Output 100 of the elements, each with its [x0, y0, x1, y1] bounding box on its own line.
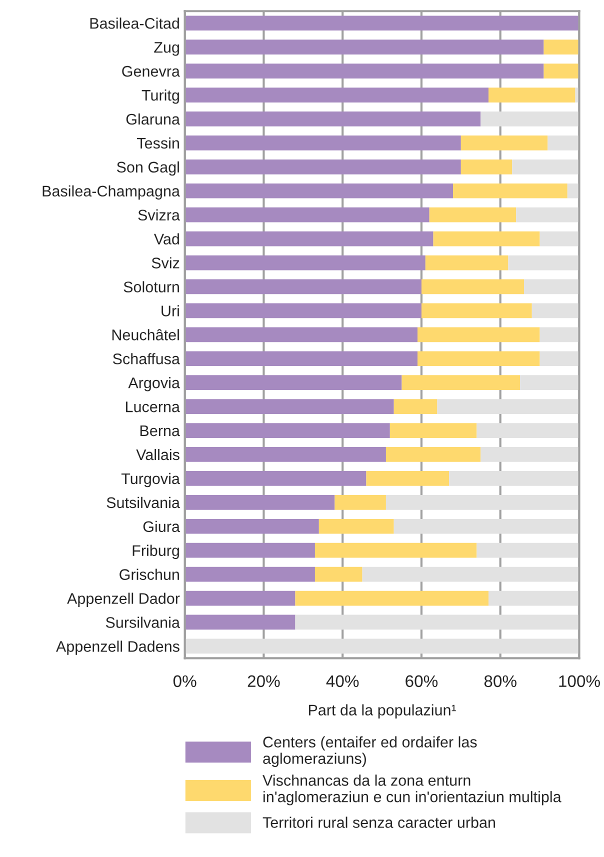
bar — [184, 136, 461, 150]
y-tick-label: Tessin — [137, 137, 179, 149]
bar — [548, 136, 580, 150]
y-tick-label: Uri — [162, 305, 179, 316]
x-tick-label: 80% — [484, 675, 516, 688]
bar — [184, 112, 481, 126]
bar — [425, 255, 508, 270]
legend-label: Centers (entaifer ed ordaifer las aglomeraziuns) — [263, 736, 477, 767]
bar — [184, 279, 422, 294]
legend-label: Territori rural senza caracter urban — [262, 816, 495, 828]
y-tick-label: Friburg — [132, 544, 179, 560]
y-tick-label: Schaffusa — [112, 353, 180, 364]
x-tick-label: 100% — [559, 675, 600, 688]
bar — [460, 159, 512, 174]
bar — [512, 159, 580, 174]
bar — [418, 351, 540, 366]
bar — [480, 447, 580, 462]
legend-label: Vischnancas da la zona enturn in'aglomeraziun e cun in'orientaziun multipla — [262, 774, 562, 806]
y-tick-label: Grischun — [120, 568, 179, 580]
bar — [390, 423, 477, 438]
y-tick-label: Soloturn — [124, 281, 179, 292]
bar — [362, 566, 580, 582]
bar — [488, 590, 580, 606]
bar — [184, 327, 418, 342]
x-tick-label: 20% — [248, 675, 280, 688]
bar — [295, 590, 489, 606]
y-tick-label: Genevra — [122, 66, 180, 77]
bar — [476, 423, 580, 438]
y-tick-label: Berna — [140, 426, 180, 436]
bar — [184, 447, 386, 462]
bar — [418, 327, 540, 342]
bar — [184, 231, 434, 246]
bar — [184, 16, 580, 31]
y-tick-label: Sursilvania — [106, 616, 180, 628]
bar — [532, 303, 580, 318]
bar — [184, 614, 296, 630]
y-tick-label: Vad — [154, 233, 179, 244]
bar — [184, 638, 580, 654]
bar — [544, 64, 580, 78]
bar — [480, 112, 580, 126]
bar — [476, 542, 580, 558]
y-tick-label: Lucerna — [126, 402, 180, 412]
y-tick-label: Basilea-Citad — [90, 18, 179, 29]
bar — [421, 279, 524, 294]
bar — [184, 88, 489, 102]
bar — [184, 64, 544, 78]
bar — [184, 494, 335, 510]
bar — [184, 590, 296, 606]
x-tick-label: 60% — [406, 675, 438, 688]
bar — [421, 303, 532, 318]
bar — [184, 423, 390, 438]
y-tick-label: Appenzell Dadens — [56, 640, 180, 655]
y-tick-label: Turgovia — [121, 472, 180, 488]
bar — [544, 40, 580, 55]
bar — [318, 518, 394, 534]
bar — [540, 351, 580, 366]
bar — [184, 40, 544, 55]
y-tick-label: Giura — [143, 520, 180, 532]
bar — [402, 375, 520, 390]
bar — [394, 399, 438, 414]
y-tick-label: Svizra — [138, 209, 180, 221]
bar — [386, 447, 481, 462]
bar — [386, 494, 580, 510]
bar — [295, 614, 580, 630]
y-tick-label: Sviz — [152, 257, 180, 268]
bar — [184, 303, 422, 318]
bar — [314, 542, 477, 558]
bar — [520, 375, 580, 390]
bar — [184, 518, 319, 534]
bar — [184, 159, 461, 174]
bar — [314, 566, 362, 582]
x-tick-label: 0% — [173, 675, 196, 688]
bar — [184, 183, 454, 198]
bar — [449, 471, 580, 486]
x-tick-label: 40% — [326, 675, 359, 688]
bar — [184, 375, 402, 390]
bar — [394, 518, 580, 534]
y-tick-label: Vallais — [136, 448, 180, 460]
bar — [184, 351, 418, 366]
bar — [516, 207, 580, 222]
bar — [184, 207, 430, 222]
y-tick-label: Turitg — [142, 89, 179, 104]
bar — [540, 327, 580, 342]
bar — [460, 136, 548, 150]
bar — [184, 471, 366, 486]
bar — [453, 183, 568, 198]
bar — [366, 471, 450, 486]
bar — [184, 542, 315, 558]
bar — [524, 279, 580, 294]
y-tick-label: Appenzell Dador — [67, 592, 180, 607]
y-tick-label: Son Gagl — [116, 161, 179, 176]
bar — [429, 207, 516, 222]
bar — [567, 183, 580, 198]
bar — [488, 88, 576, 102]
bar — [334, 494, 386, 510]
y-tick-label: Neuchâtel — [112, 329, 179, 340]
bar — [184, 399, 394, 414]
bar — [508, 255, 580, 270]
y-tick-label: Argovia — [128, 377, 180, 392]
y-tick-label: Sutsilvania — [106, 496, 180, 508]
